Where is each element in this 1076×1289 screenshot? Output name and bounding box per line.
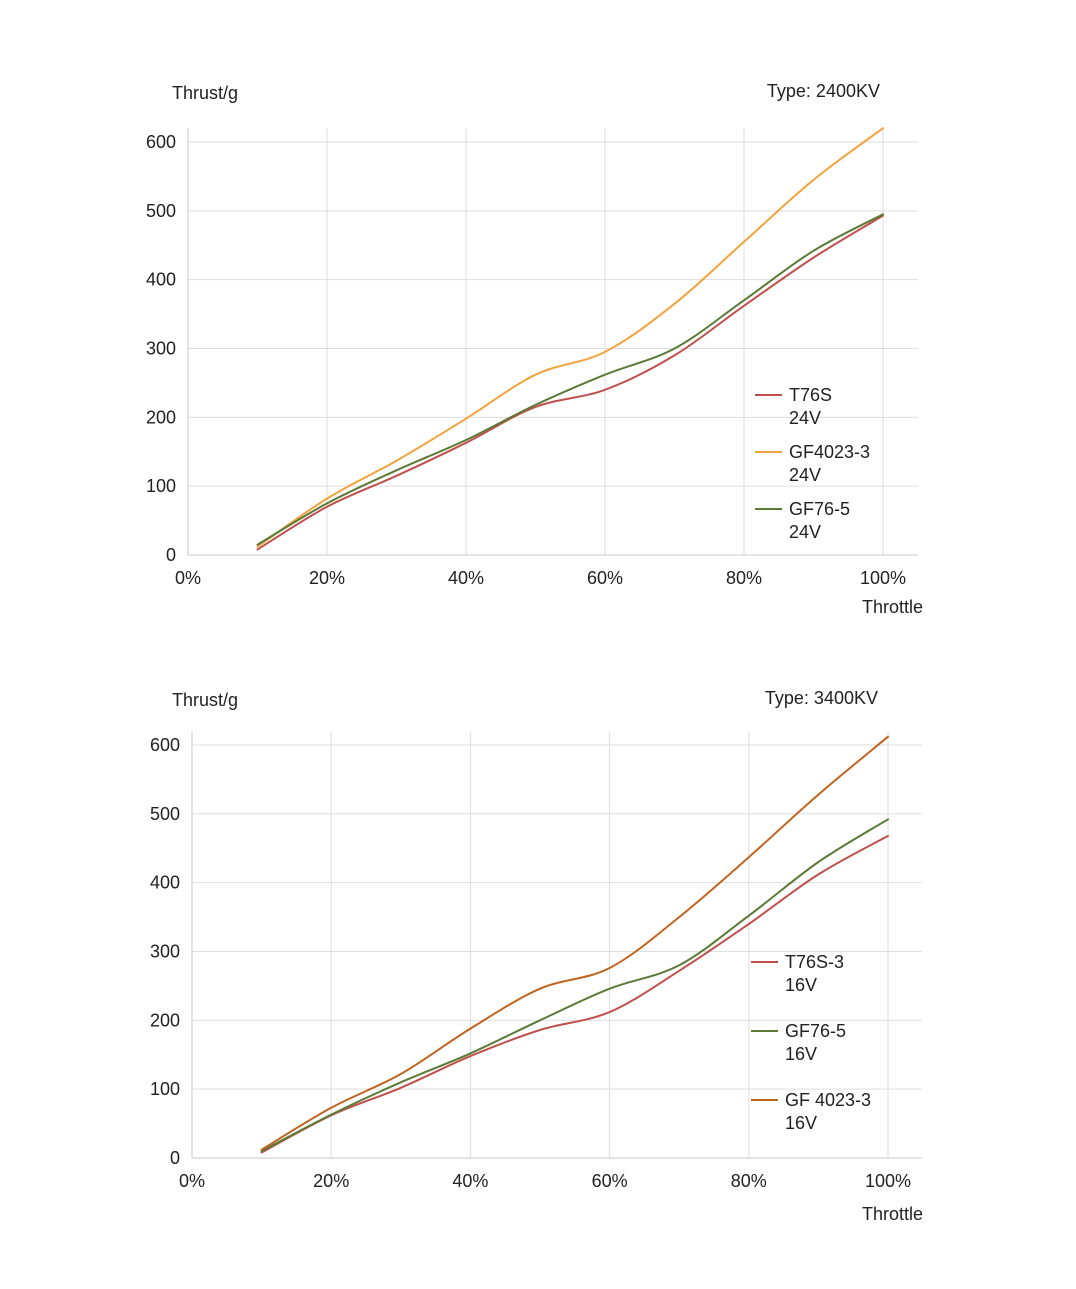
thrust-chart-3400kv: 0 100 200 300 400 500 600 0% 20% 40% 60% 80% 100% Thr… — [0, 640, 1076, 1289]
2400kv-legend-label-3: GF76-5 — [789, 499, 850, 519]
3400kv-ytick-label: 100 — [150, 1079, 180, 1099]
2400kv-xtick-label: 40% — [448, 568, 484, 588]
2400kv-xtick-label: 100% — [860, 568, 906, 588]
3400kv-legend-label-3: GF 4023-3 — [785, 1090, 871, 1110]
3400kv-series-line-2 — [260, 818, 889, 1153]
chart-3400kv-canvas: 0 100 200 300 400 500 600 0% 20% 40% 60% 80% 100% Thr… — [150, 688, 923, 1224]
3400kv-ytick-label: 300 — [150, 942, 180, 962]
3400kv-series-line-1 — [260, 834, 889, 1154]
3400kv-xtick-label: 60% — [592, 1171, 628, 1191]
2400kv-series-line-2 — [256, 127, 884, 548]
chart-2400kv-canvas: 0 100 200 300 400 500 600 0% 20% 40% 60% 80% 100% Thr… — [146, 81, 923, 617]
2400kv-ytick-label: 0 — [166, 545, 176, 565]
3400kv-xtick-label: 80% — [731, 1171, 767, 1191]
3400kv-ytick-label: 0 — [170, 1148, 180, 1168]
2400kv-ytick-label: 100 — [146, 476, 176, 496]
3400kv-series-line-3 — [260, 735, 889, 1151]
2400kv-legend-sublabel-3: 24V — [789, 522, 821, 542]
3400kv-chart-title: Type: 3400KV — [765, 688, 878, 708]
2400kv-ytick-label: 300 — [146, 339, 176, 359]
3400kv-legend-label-2: GF76-5 — [785, 1021, 846, 1041]
3400kv-legend-label-1: T76S-3 — [785, 952, 844, 972]
3400kv-legend-sublabel-1: 16V — [785, 975, 817, 995]
2400kv-xtick-label: 60% — [587, 568, 623, 588]
3400kv-x-axis-label: Throttle — [862, 1204, 923, 1224]
2400kv-legend-sublabel-2: 24V — [789, 465, 821, 485]
3400kv-legend-sublabel-2: 16V — [785, 1044, 817, 1064]
3400kv-ytick-label: 200 — [150, 1010, 180, 1030]
3400kv-ytick-label: 500 — [150, 804, 180, 824]
2400kv-series-line-1 — [256, 214, 884, 551]
2400kv-ytick-label: 600 — [146, 132, 176, 152]
3400kv-ytick-label: 600 — [150, 735, 180, 755]
2400kv-y-axis-label: Thrust/g — [172, 83, 238, 103]
2400kv-legend-label-2: GF4023-3 — [789, 442, 870, 462]
2400kv-chart-title: Type: 2400KV — [767, 81, 880, 101]
2400kv-ytick-label: 400 — [146, 270, 176, 290]
3400kv-ytick-label: 400 — [150, 873, 180, 893]
2400kv-xtick-label: 80% — [726, 568, 762, 588]
2400kv-legend-sublabel-1: 24V — [789, 408, 821, 428]
2400kv-ytick-label: 200 — [146, 407, 176, 427]
3400kv-legend-sublabel-3: 16V — [785, 1113, 817, 1133]
2400kv-series-line-3 — [256, 213, 884, 546]
3400kv-xtick-label: 0% — [179, 1171, 205, 1191]
2400kv-xtick-label: 20% — [309, 568, 345, 588]
thrust-chart-2400kv: 0 100 200 300 400 500 600 0% 20% 40% 60% 80% 100% Thr… — [0, 0, 1076, 640]
2400kv-x-axis-label: Throttle — [862, 597, 923, 617]
3400kv-xtick-label: 20% — [313, 1171, 349, 1191]
3400kv-xtick-label: 100% — [865, 1171, 911, 1191]
2400kv-xtick-label: 0% — [175, 568, 201, 588]
3400kv-y-axis-label: Thrust/g — [172, 690, 238, 710]
2400kv-ytick-label: 500 — [146, 201, 176, 221]
2400kv-legend-label-1: T76S — [789, 385, 832, 405]
3400kv-xtick-label: 40% — [452, 1171, 488, 1191]
